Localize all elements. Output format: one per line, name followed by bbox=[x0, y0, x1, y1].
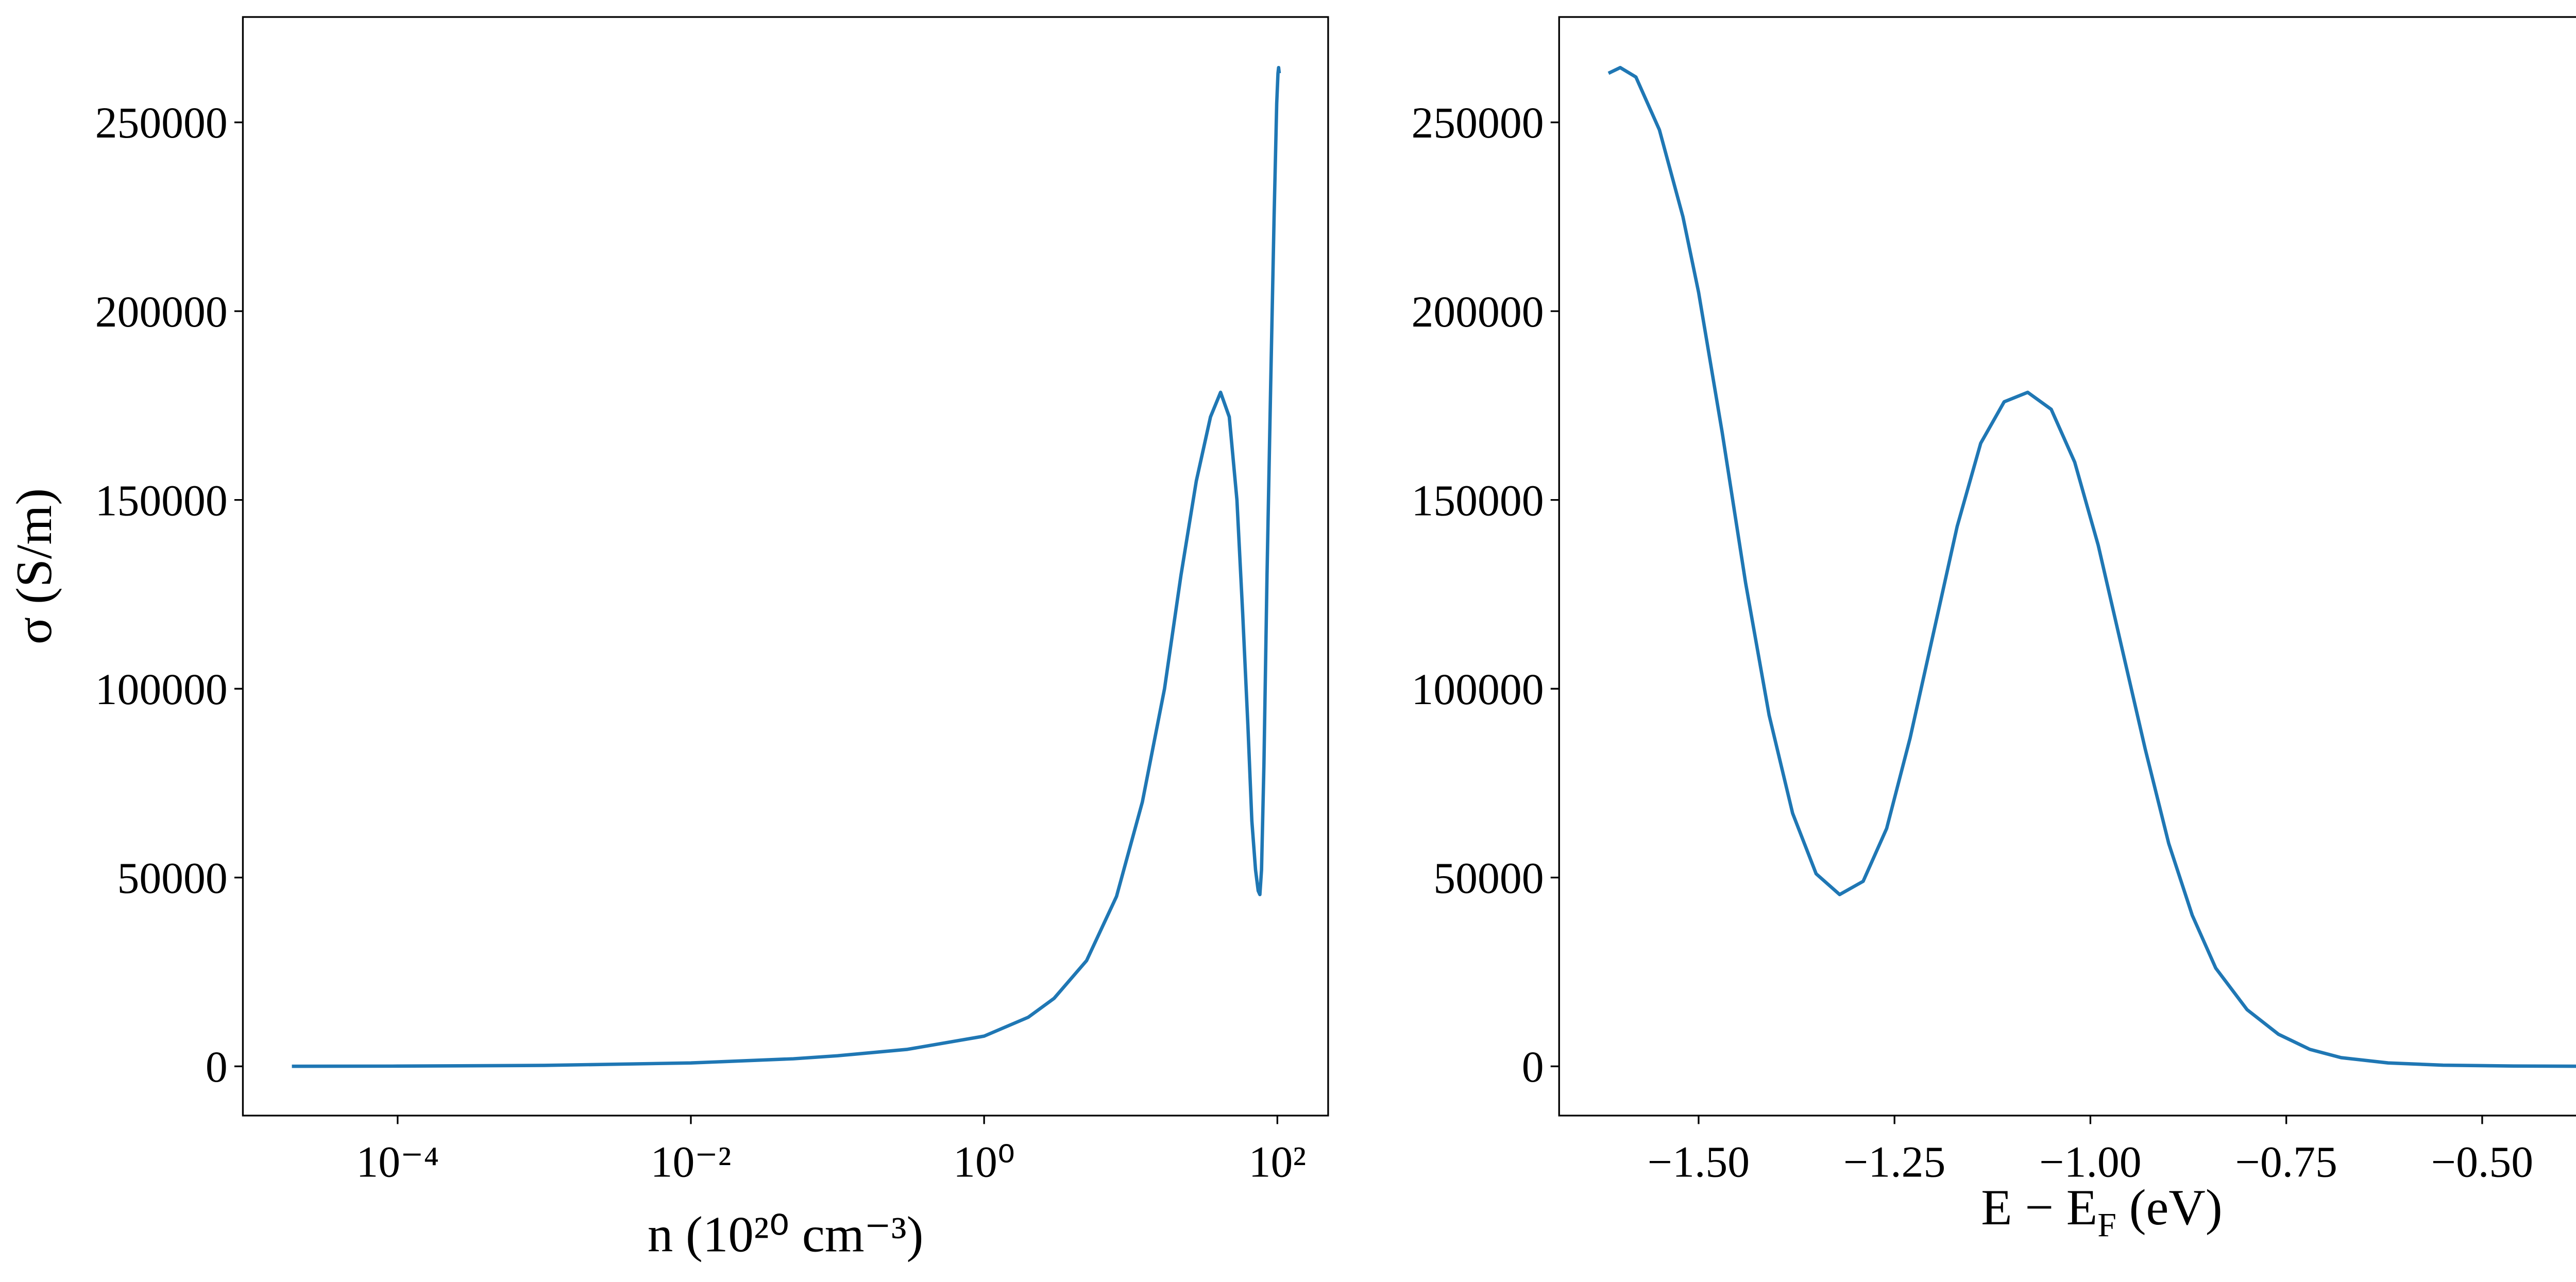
x-axis-label-part: E − E bbox=[1981, 1180, 2097, 1236]
axes-frame bbox=[1558, 16, 2576, 1117]
y-tick-label: 0 bbox=[1522, 1042, 1544, 1091]
y-tick-label: 200000 bbox=[95, 287, 228, 336]
y-tick-label: 150000 bbox=[95, 476, 228, 525]
data-line bbox=[1607, 65, 2576, 1068]
y-tick-label: 50000 bbox=[117, 853, 227, 902]
x-tick-label: −0.50 bbox=[2431, 1138, 2533, 1187]
x-tick-label: 10⁻⁴ bbox=[356, 1138, 439, 1187]
x-tick-label: −1.25 bbox=[1843, 1138, 1945, 1187]
y-tick-label: 250000 bbox=[95, 98, 228, 147]
x-axis-label-part: F bbox=[2097, 1206, 2116, 1244]
y-tick-label: 0 bbox=[206, 1042, 228, 1091]
y-tick-label: 100000 bbox=[1411, 665, 1544, 714]
x-axis-label: E − EF (eV) bbox=[1981, 1180, 2223, 1244]
axes-frame bbox=[242, 16, 1329, 1117]
y-tick-label: 200000 bbox=[1411, 287, 1544, 336]
y-axis-label: σ (S/m) bbox=[6, 488, 62, 644]
x-axis-label-part: (eV) bbox=[2116, 1180, 2223, 1236]
y-tick-label: 100000 bbox=[95, 665, 228, 714]
y-tick-label: 50000 bbox=[1433, 853, 1544, 902]
x-tick-label: −1.00 bbox=[2039, 1138, 2141, 1187]
x-tick-label: −1.50 bbox=[1648, 1138, 1750, 1187]
data-line bbox=[292, 65, 1281, 1068]
y-tick-label: 250000 bbox=[1411, 98, 1544, 147]
x-tick-label: −0.75 bbox=[2235, 1138, 2337, 1187]
x-tick-label: 10⁻² bbox=[651, 1138, 732, 1187]
x-tick-label: 10² bbox=[1249, 1138, 1306, 1187]
x-axis-label: n (10²⁰ cm⁻³) bbox=[648, 1207, 924, 1263]
y-tick-label: 150000 bbox=[1411, 476, 1544, 525]
x-tick-label: 10⁰ bbox=[953, 1138, 1015, 1187]
